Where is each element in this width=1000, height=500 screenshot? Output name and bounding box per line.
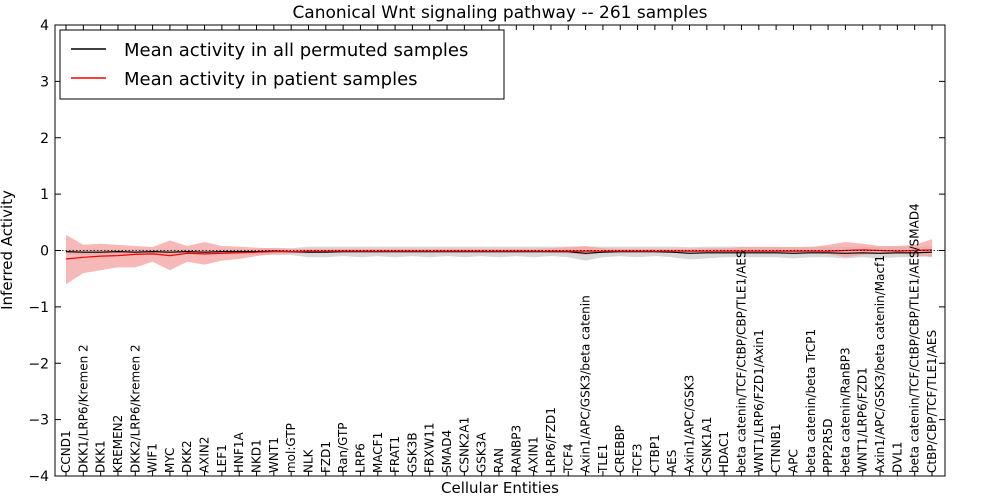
legend: Mean activity in all permuted samples Me… xyxy=(59,29,505,100)
x-tick-label: NKD1 xyxy=(250,439,264,473)
x-tick-label: FRAT1 xyxy=(388,436,402,473)
x-tick-label: AXIN1 xyxy=(527,436,541,473)
x-tick-label: CCND1 xyxy=(59,430,73,473)
x-tick-label: TCF3 xyxy=(631,443,645,474)
x-tick-label: beta catenin/beta TrCP1 xyxy=(804,329,818,473)
x-tick-label: TLE1 xyxy=(596,444,610,474)
x-tick-label: AES xyxy=(665,450,679,473)
x-tick-label: CTBP1 xyxy=(648,434,662,473)
x-tick-label: Axin1/APC/GSK3 xyxy=(683,375,697,473)
x-tick-label: GSK3A xyxy=(475,432,489,473)
y-tick-label: 3 xyxy=(40,74,49,90)
y-tick-label: −3 xyxy=(28,413,49,429)
x-tick-label: NLK xyxy=(302,448,316,473)
x-tick-label: Axin1/APC/GSK3/beta catenin/Macf1 xyxy=(873,255,887,473)
x-tick-label: CSNK2A1 xyxy=(457,417,471,473)
x-tick-label: LRP6/FZD1 xyxy=(544,407,558,473)
x-tick-label: DKK1/LRP6/Kremen 2 xyxy=(76,344,90,473)
x-tick-label: TCF4 xyxy=(561,443,575,474)
x-tick-label: Ran/GTP xyxy=(336,422,350,473)
x-tick-label: SMAD4 xyxy=(440,430,454,473)
x-tick-label: beta catenin/TCF/CtBP/CBP/TLE1/AES xyxy=(735,250,749,473)
x-tick-label: CtBP/CBP/TCF/TLE1/AES xyxy=(925,330,939,473)
y-tick-label: 0 xyxy=(40,244,49,260)
y-tick-label: −2 xyxy=(28,356,49,372)
series-lines xyxy=(65,249,933,260)
x-tick-label: RAN xyxy=(492,448,506,473)
x-tick-label: CREBBP xyxy=(613,425,627,473)
x-tick-label: beta catenin/TCF/CtBP/CBP/TLE1/AES/SMAD4 xyxy=(908,203,922,473)
band-series-1 xyxy=(66,234,932,285)
series-bands xyxy=(66,234,932,285)
x-tick-label: Axin1/APC/GSK3/beta catenin xyxy=(579,295,593,473)
x-tick-label: MYC xyxy=(163,448,177,473)
x-tick-label: DVL1 xyxy=(890,441,904,473)
x-tick-label: DKK2/LRP6/Kremen 2 xyxy=(128,344,142,473)
x-tick-label: CSNK1A1 xyxy=(700,417,714,473)
y-tick-label: 4 xyxy=(40,18,49,34)
x-tick-label: FBXW11 xyxy=(423,422,437,473)
y-axis-label: Inferred Activity xyxy=(0,190,16,310)
legend-box xyxy=(59,29,505,100)
x-tick-label: DKK1 xyxy=(94,440,108,473)
legend-label-patient: Mean activity in patient samples xyxy=(124,69,418,90)
x-tick-label: WIF1 xyxy=(146,443,160,473)
x-tick-label: PPP2R5D xyxy=(821,418,835,473)
y-axis-ticks: −4 −3 −2 −1 0 1 2 3 4 xyxy=(28,18,945,485)
x-tick-label: GSK3B xyxy=(405,432,419,473)
y-tick-label: −1 xyxy=(28,300,49,316)
x-tick-label: LRP6 xyxy=(353,443,367,473)
y-tick-label: −4 xyxy=(28,469,49,485)
x-tick-label: WNT1 xyxy=(267,437,281,473)
x-tick-label: RANBP3 xyxy=(509,425,523,473)
x-axis-label: Cellular Entities xyxy=(441,479,559,497)
y-tick-label: 1 xyxy=(40,187,49,203)
x-tick-label: APC xyxy=(786,449,800,473)
x-tick-label: KREMEN2 xyxy=(111,415,125,473)
x-tick-label: DKK2 xyxy=(180,440,194,473)
x-axis-ticks: CCND1 DKK1/LRP6/Kremen 2 DKK1 KREMEN2 DKK2/L… xyxy=(59,25,939,476)
x-tick-label: CTNNB1 xyxy=(769,423,783,473)
x-tick-label: beta catenin/RanBP3 xyxy=(838,347,852,473)
x-tick-label: HDAC1 xyxy=(717,431,731,473)
x-tick-label: AXIN2 xyxy=(198,436,212,473)
y-tick-label: 2 xyxy=(40,131,49,147)
x-tick-label: mol:GTP xyxy=(284,423,298,473)
legend-label-permuted: Mean activity in all permuted samples xyxy=(124,40,468,61)
x-tick-label: MACF1 xyxy=(371,432,385,473)
x-tick-label: WNT1/LRP6/FZD1/Axin1 xyxy=(752,329,766,473)
x-tick-label: WNT1/LRP6/FZD1 xyxy=(856,367,870,473)
line-series-1 xyxy=(65,249,933,260)
x-tick-label: HNF1A xyxy=(232,431,246,473)
x-tick-label: LEF1 xyxy=(215,444,229,473)
x-tick-label: FZD1 xyxy=(319,441,333,473)
chart-title: Canonical Wnt signaling pathway -- 261 s… xyxy=(292,3,707,23)
